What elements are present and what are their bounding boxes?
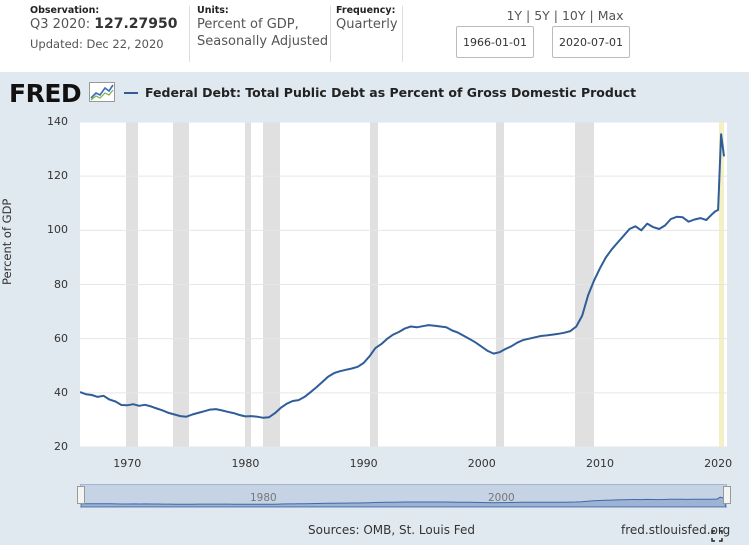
y-tick-label: 140 — [47, 115, 68, 128]
x-tick-label: 2010 — [585, 457, 614, 470]
divider — [402, 6, 403, 62]
line-chart — [80, 122, 727, 447]
x-tick-label: 1970 — [113, 457, 142, 470]
range-5y[interactable]: 5Y — [534, 8, 550, 23]
y-tick-label: 80 — [54, 277, 68, 291]
navigator-series — [81, 496, 726, 507]
y-tick-label: 100 — [47, 223, 68, 237]
observation-block: Observation: Q3 2020: 127.27950 Updated:… — [30, 5, 178, 51]
observation-value: 127.27950 — [94, 16, 178, 32]
divider — [189, 6, 190, 62]
x-tick-label: 1990 — [349, 457, 378, 470]
legend-series-swatch — [124, 92, 138, 94]
observation-header: Observation: Q3 2020: 127.27950 Updated:… — [0, 0, 749, 72]
y-tick-label: 40 — [54, 385, 68, 399]
start-date-input[interactable]: 1966-01-01 — [456, 26, 534, 58]
range-1y[interactable]: 1Y — [506, 8, 523, 23]
sources-text: Sources: OMB, St. Louis Fed — [308, 523, 476, 537]
y-tick-label: 120 — [47, 169, 68, 183]
units-label: Units: — [197, 5, 229, 16]
navigator-right-handle[interactable] — [723, 486, 731, 504]
x-tick-label: 2020 — [704, 457, 733, 470]
frequency-block: Frequency: Quarterly — [336, 5, 398, 33]
fullscreen-icon[interactable] — [711, 530, 723, 542]
navigator-label-1980: 1980 — [250, 492, 277, 504]
units-line-2: Seasonally Adjusted — [197, 34, 329, 49]
end-date-input[interactable]: 2020-07-01 — [552, 26, 630, 58]
range-selector: 1Y | 5Y | 10Y | Max — [506, 8, 624, 23]
navigator-left-handle[interactable] — [77, 486, 85, 504]
frequency-value: Quarterly — [336, 17, 398, 32]
x-tick-label: 2000 — [467, 457, 496, 470]
range-max[interactable]: Max — [597, 8, 624, 23]
range-10y[interactable]: 10Y — [561, 8, 586, 23]
y-tick-label: 60 — [54, 331, 68, 345]
observation-label: Observation: — [30, 5, 100, 16]
fred-logo: FRED — [9, 79, 82, 108]
y-axis-label: Percent of GDP — [0, 198, 14, 285]
x-tick-label: 1980 — [231, 457, 260, 470]
y-tick-label: 20 — [54, 440, 68, 453]
frequency-label: Frequency: — [336, 5, 396, 16]
range-navigator[interactable] — [80, 484, 727, 508]
fred-logo-chart-icon — [89, 82, 115, 102]
observation-period: Q3 2020: — [30, 17, 91, 32]
series-line — [80, 133, 725, 419]
units-block: Units: Percent of GDP, Seasonally Adjust… — [197, 5, 328, 50]
plot-area[interactable] — [80, 122, 727, 447]
divider — [330, 6, 331, 62]
units-line-1: Percent of GDP, — [197, 17, 299, 32]
navigator-area — [81, 496, 726, 507]
updated-date: Updated: Dec 22, 2020 — [30, 37, 164, 51]
series-title: Federal Debt: Total Public Debt as Perce… — [145, 85, 637, 100]
navigator-label-2000: 2000 — [488, 492, 515, 504]
site-link[interactable]: fred.stlouisfed.org — [621, 523, 731, 537]
observation-line: Q3 2020: 127.27950 — [30, 16, 178, 33]
